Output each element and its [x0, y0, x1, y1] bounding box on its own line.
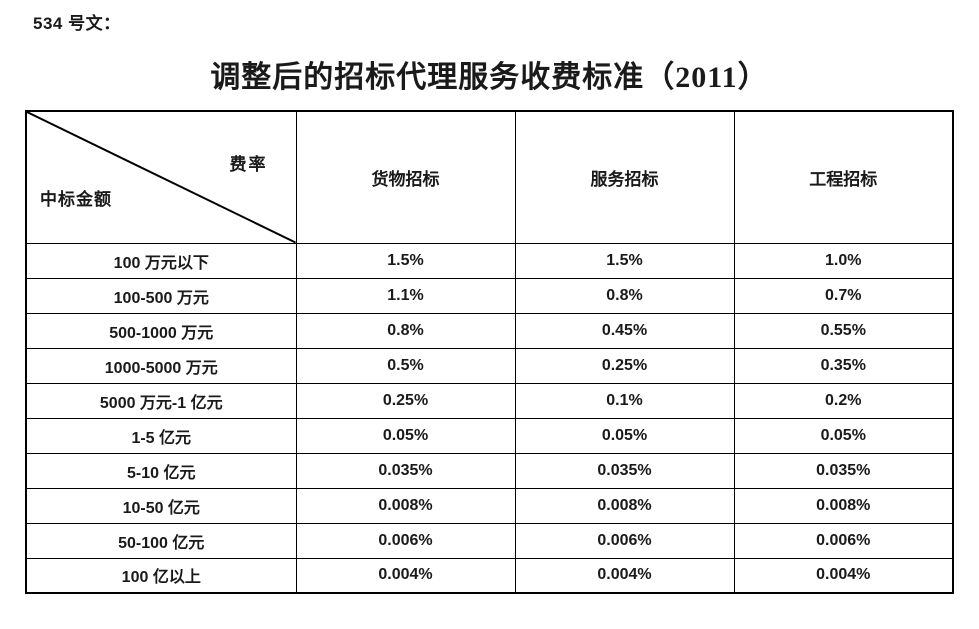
table-row: 100-500 万元 1.1% 0.8% 0.7% — [25, 277, 954, 314]
column-header-services: 服务招标 — [514, 110, 735, 244]
engineering-rate-cell: 0.35% — [733, 347, 954, 384]
engineering-rate-cell: 0.008% — [733, 487, 954, 524]
services-rate-cell: 0.45% — [514, 312, 735, 349]
goods-rate-cell: 0.8% — [295, 312, 516, 349]
amount-cell: 500-1000 万元 — [25, 312, 297, 349]
table-row: 10-50 亿元 0.008% 0.008% 0.008% — [25, 487, 954, 524]
engineering-rate-cell: 0.55% — [733, 312, 954, 349]
column-header-goods: 货物招标 — [295, 110, 516, 244]
engineering-rate-cell: 0.2% — [733, 382, 954, 419]
services-rate-cell: 0.1% — [514, 382, 735, 419]
corner-label-rate: 费率 — [229, 155, 268, 174]
engineering-rate-cell: 0.006% — [733, 522, 954, 559]
services-rate-cell: 0.006% — [514, 522, 735, 559]
document-ref-label: 534 号文： — [33, 14, 121, 33]
engineering-rate-cell: 1.0% — [733, 242, 954, 279]
services-rate-cell: 0.05% — [514, 417, 735, 454]
diagonal-divider-line — [27, 112, 296, 243]
column-header-engineering: 工程招标 — [733, 110, 954, 244]
engineering-rate-cell: 0.035% — [733, 452, 954, 489]
corner-label-amount: 中标金额 — [40, 189, 112, 209]
amount-cell: 100-500 万元 — [25, 277, 297, 314]
services-rate-cell: 0.25% — [514, 347, 735, 384]
diagonal-corner-cell: 费率 中标金额 — [25, 110, 297, 244]
amount-cell: 100 亿以上 — [25, 557, 297, 594]
goods-rate-cell: 0.5% — [295, 347, 516, 384]
engineering-rate-cell: 0.004% — [733, 557, 954, 594]
table-row: 5-10 亿元 0.035% 0.035% 0.035% — [25, 452, 954, 489]
table-row: 100 亿以上 0.004% 0.004% 0.004% — [25, 557, 954, 594]
amount-cell: 100 万元以下 — [25, 242, 297, 279]
amount-cell: 5000 万元-1 亿元 — [25, 382, 297, 419]
services-rate-cell: 0.004% — [514, 557, 735, 594]
services-rate-cell: 0.8% — [514, 277, 735, 314]
services-rate-cell: 1.5% — [514, 242, 735, 279]
table-header: 费率 中标金额 货物招标 服务招标 工程招标 — [25, 110, 954, 244]
goods-rate-cell: 0.006% — [295, 522, 516, 559]
amount-cell: 10-50 亿元 — [25, 487, 297, 524]
services-rate-cell: 0.035% — [514, 452, 735, 489]
fee-table-body: 100 万元以下 1.5% 1.5% 1.0% 100-500 万元 1.1% 0.8% 0.… — [25, 242, 954, 594]
table-row: 1000-5000 万元 0.5% 0.25% 0.35% — [25, 347, 954, 384]
goods-rate-cell: 0.004% — [295, 557, 516, 594]
goods-rate-cell: 1.1% — [295, 277, 516, 314]
goods-rate-cell: 0.035% — [295, 452, 516, 489]
amount-cell: 5-10 亿元 — [25, 452, 297, 489]
amount-cell: 1-5 亿元 — [25, 417, 297, 454]
fee-standards-table: 费率 中标金额 货物招标 服务招标 工程招标 100 万元以下 1.5% 1.5% 1… — [25, 110, 954, 594]
engineering-rate-cell: 0.7% — [733, 277, 954, 314]
amount-cell: 50-100 亿元 — [25, 522, 297, 559]
table-row: 50-100 亿元 0.006% 0.006% 0.006% — [25, 522, 954, 559]
goods-rate-cell: 0.25% — [295, 382, 516, 419]
goods-rate-cell: 1.5% — [295, 242, 516, 279]
amount-cell: 1000-5000 万元 — [25, 347, 297, 384]
goods-rate-cell: 0.05% — [295, 417, 516, 454]
page-title: 调整后的招标代理服务收费标准（2011） — [210, 61, 769, 94]
engineering-rate-cell: 0.05% — [733, 417, 954, 454]
table-row: 5000 万元-1 亿元 0.25% 0.1% 0.2% — [25, 382, 954, 419]
table-row: 100 万元以下 1.5% 1.5% 1.0% — [25, 242, 954, 279]
table-row: 500-1000 万元 0.8% 0.45% 0.55% — [25, 312, 954, 349]
goods-rate-cell: 0.008% — [295, 487, 516, 524]
services-rate-cell: 0.008% — [514, 487, 735, 524]
header-row: 费率 中标金额 货物招标 服务招标 工程招标 — [25, 110, 954, 244]
table-row: 1-5 亿元 0.05% 0.05% 0.05% — [25, 417, 954, 454]
